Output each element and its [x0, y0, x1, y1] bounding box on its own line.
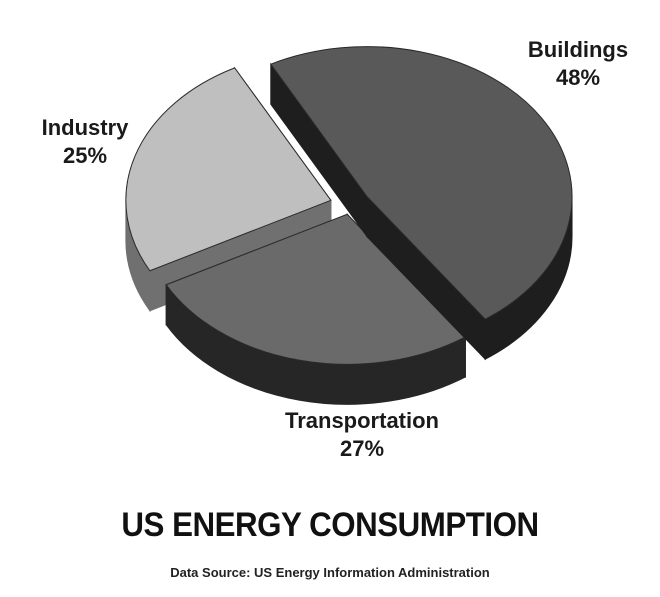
- slice-label-industry: Industry: [42, 115, 130, 140]
- slice-value-buildings: 48%: [556, 65, 600, 90]
- slice-label-transportation: Transportation: [285, 408, 439, 433]
- slice-value-transportation: 27%: [340, 436, 384, 461]
- pie-slice-buildings: [270, 46, 573, 361]
- pie-labels: Buildings 48% Transportation 27% Industry 25%: [42, 37, 629, 461]
- slice-label-buildings: Buildings: [528, 37, 628, 62]
- chart-subtitle: Data Source: US Energy Information Admin…: [170, 565, 490, 580]
- chart-title: US ENERGY CONSUMPTION: [121, 506, 539, 544]
- pie-slices: [125, 46, 573, 405]
- pie-slice-transportation: [165, 213, 467, 405]
- slice-value-industry: 25%: [63, 143, 107, 168]
